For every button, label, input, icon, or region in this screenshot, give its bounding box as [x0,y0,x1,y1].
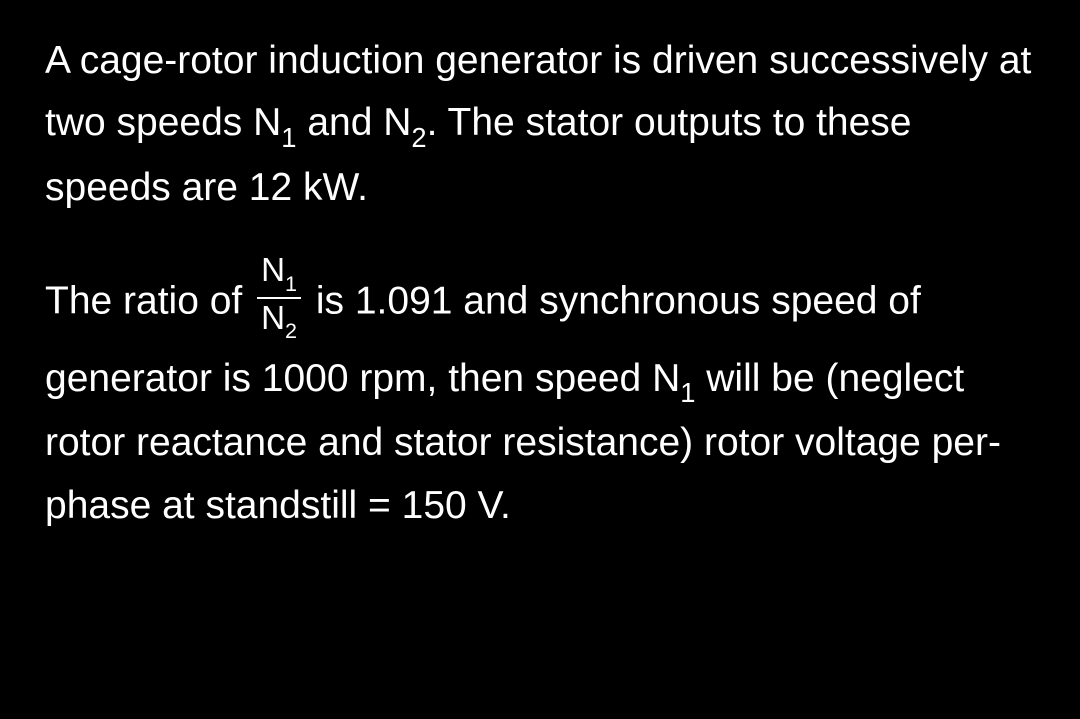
fraction-n1-over-n2: N1N2 [257,253,301,342]
text-segment: is 1.091 and synchronous [305,280,760,323]
subscript: 2 [411,122,426,153]
text-segment: . The [427,101,515,144]
text-segment: A cage-rotor induction generator is driv… [45,39,758,82]
subscript: 1 [680,377,695,408]
subscript: 1 [281,122,296,153]
fraction-numerator: N1 [257,253,301,298]
problem-paragraph-2: The ratio of N1N2 is 1.091 and synchrono… [45,259,1035,537]
subscript: 1 [285,272,297,296]
subscript: 2 [285,319,297,343]
text-segment: and N [296,101,411,144]
problem-paragraph-1: A cage-rotor induction generator is driv… [45,30,1035,219]
symbol: N [261,300,285,337]
symbol: N [261,252,285,289]
fraction-denominator: N2 [257,299,301,342]
text-segment: The ratio of [45,280,253,323]
text-segment: N [652,357,680,400]
text-segment: standstill = 150 V. [205,484,510,527]
